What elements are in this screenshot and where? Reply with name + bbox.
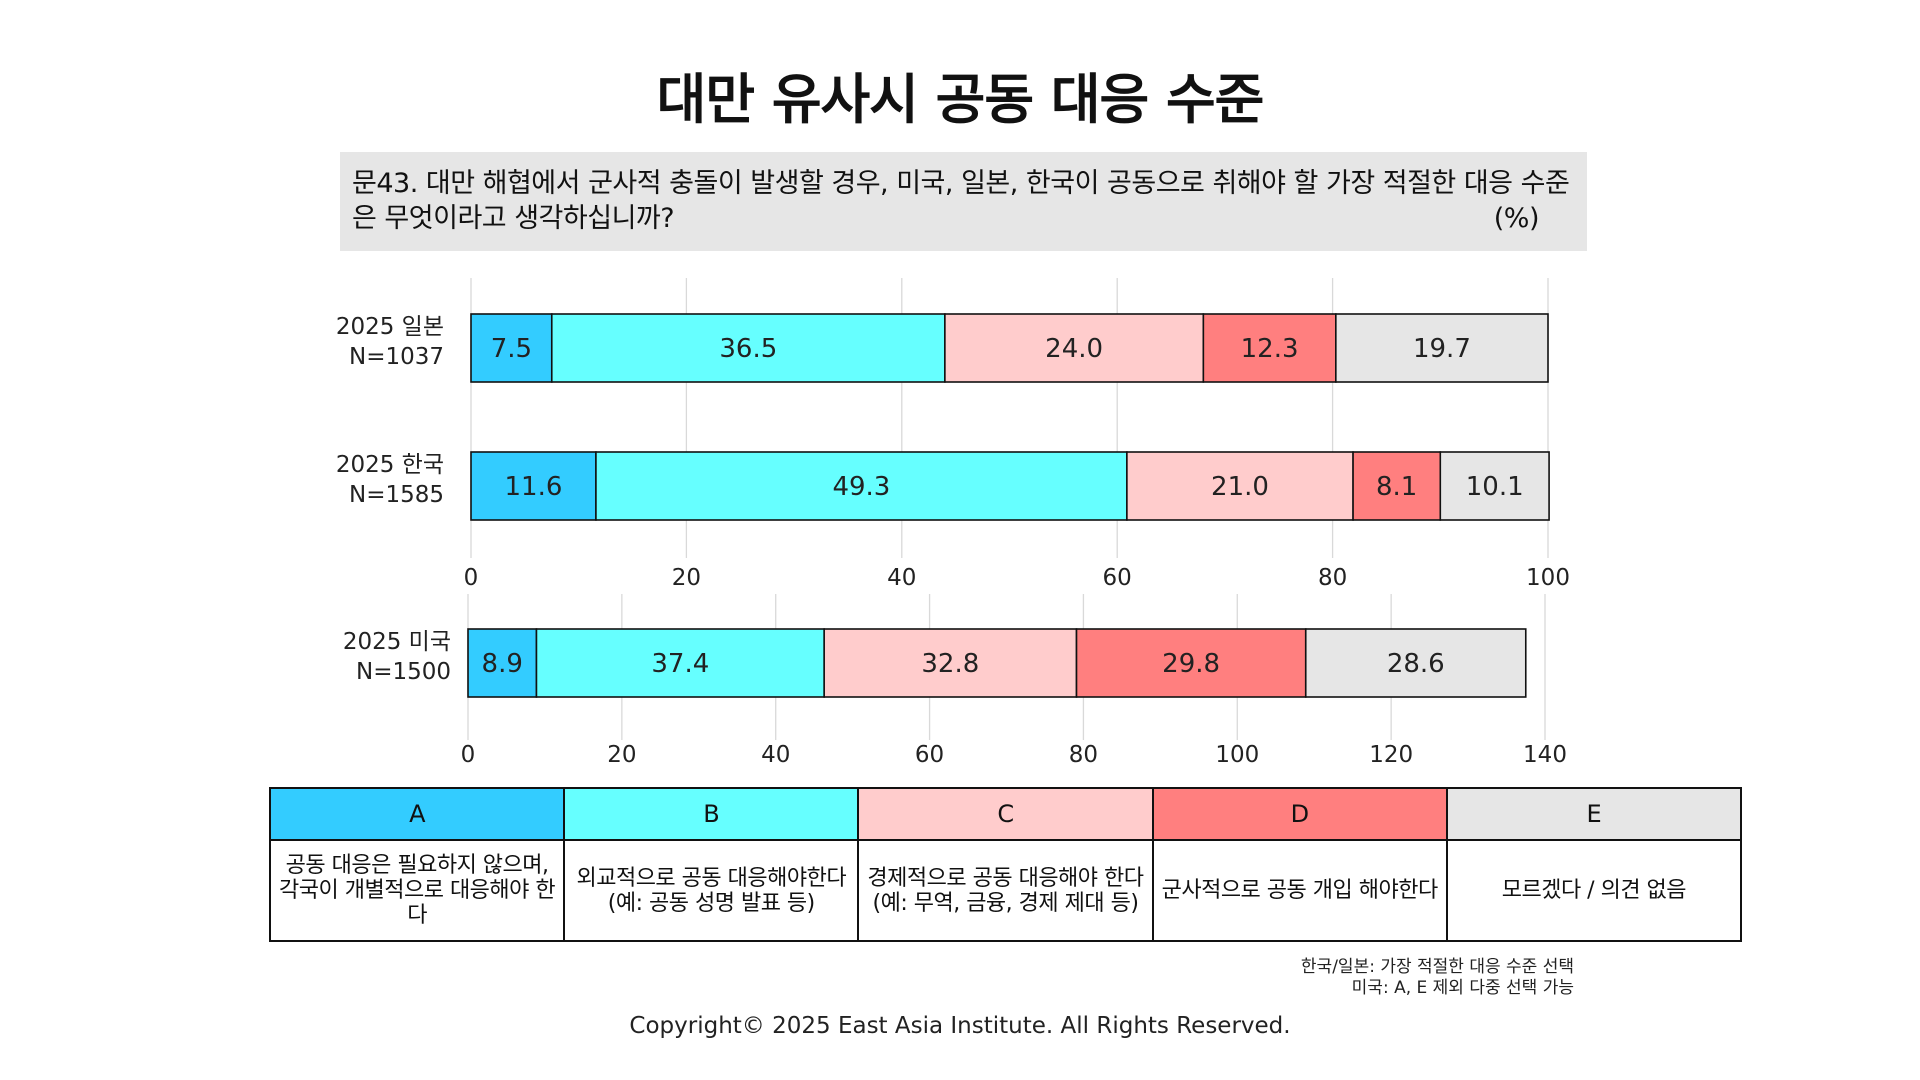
legend-header-d: D bbox=[1151, 787, 1448, 841]
row-label-1-0-0: 2025 미국 bbox=[343, 629, 451, 655]
bar-value-label-0-1-A: 11.6 bbox=[505, 472, 563, 502]
bar-value-label-0-1-E: 10.1 bbox=[1466, 472, 1524, 502]
row-label-0-1-0: 2025 한국 bbox=[336, 452, 444, 478]
question-text: 문43. 대만 해협에서 군사적 충돌이 발생할 경우, 미국, 일본, 한국이… bbox=[352, 168, 1570, 234]
x-tick-label-1-4: 80 bbox=[1069, 742, 1098, 768]
x-tick-label-0-4: 80 bbox=[1318, 565, 1347, 591]
x-tick-label-1-5: 100 bbox=[1215, 742, 1259, 768]
x-tick-label-1-0: 0 bbox=[461, 742, 476, 768]
legend-header-e: E bbox=[1445, 787, 1743, 841]
legend-header-b: B bbox=[563, 787, 860, 841]
bar-value-label-1-0-D: 29.8 bbox=[1162, 649, 1220, 679]
bar-value-label-1-0-C: 32.8 bbox=[921, 649, 979, 679]
bar-segment-0-1-B bbox=[595, 451, 1128, 521]
bar-segment-0-1-E bbox=[1439, 451, 1550, 521]
question-box: 문43. 대만 해협에서 군사적 충돌이 발생할 경우, 미국, 일본, 한국이… bbox=[340, 152, 1587, 251]
x-tick-label-0-2: 40 bbox=[887, 565, 916, 591]
x-tick-label-1-3: 60 bbox=[915, 742, 944, 768]
bar-segment-1-0-E bbox=[1304, 628, 1527, 698]
footnote-korea-japan: 한국/일본: 가장 적절한 대응 수준 선택 bbox=[1300, 957, 1574, 977]
bar-value-label-0-0-A: 7.5 bbox=[491, 334, 532, 364]
bar-segment-0-0-B bbox=[550, 313, 946, 383]
bar-value-label-0-0-B: 36.5 bbox=[719, 334, 777, 364]
row-label-0-0-1: N=1037 bbox=[349, 344, 444, 370]
legend-desc-a: 공동 대응은 필요하지 않으며, 각국이 개별적으로 대응해야 한다 bbox=[268, 839, 566, 942]
bar-segment-1-0-D bbox=[1075, 628, 1307, 698]
bar-value-label-0-1-D: 8.1 bbox=[1376, 472, 1417, 502]
legend-header-c: C bbox=[857, 787, 1154, 841]
bar-value-label-0-0-D: 12.3 bbox=[1241, 334, 1299, 364]
bar-value-label-0-1-B: 49.3 bbox=[832, 472, 890, 502]
bar-segment-0-0-D bbox=[1202, 313, 1337, 383]
x-tick-label-1-7: 140 bbox=[1523, 742, 1567, 768]
legend-table: A B C D E 공동 대응은 필요하지 않으며, 각국이 개별적으로 대응해… bbox=[268, 787, 1743, 942]
x-tick-label-1-6: 120 bbox=[1369, 742, 1413, 768]
bar-value-label-1-0-A: 8.9 bbox=[482, 649, 523, 679]
chart-title: 대만 유사시 공동 대응 수준 bbox=[656, 68, 1265, 131]
bar-value-label-0-1-C: 21.0 bbox=[1211, 472, 1269, 502]
row-label-0-1-1: N=1585 bbox=[349, 482, 444, 508]
x-tick-label-0-3: 60 bbox=[1103, 565, 1132, 591]
footnote-usa: 미국: A, E 제외 다중 선택 가능 bbox=[1351, 978, 1574, 998]
legend-desc-e: 모르겠다 / 의견 없음 bbox=[1445, 839, 1743, 942]
x-tick-label-0-0: 0 bbox=[464, 565, 479, 591]
x-tick-label-1-1: 20 bbox=[607, 742, 636, 768]
bar-segment-0-0-E bbox=[1335, 313, 1549, 383]
bar-segment-1-0-B bbox=[535, 628, 825, 698]
row-label-0-0-0: 2025 일본 bbox=[336, 314, 444, 340]
footnotes: 한국/일본: 가장 적절한 대응 수준 선택 미국: A, E 제외 다중 선택… bbox=[1301, 957, 1574, 999]
legend-desc-c: 경제적으로 공동 대응해야 한다 (예: 무역, 금융, 경제 제대 등) bbox=[857, 839, 1154, 942]
legend-desc-d: 군사적으로 공동 개입 해야한다 bbox=[1151, 839, 1448, 942]
copyright: Copyright© 2025 East Asia Institute. All… bbox=[629, 1013, 1291, 1039]
bar-segment-0-0-C bbox=[944, 313, 1205, 383]
bar-segment-0-0-A bbox=[470, 313, 553, 383]
bar-value-label-1-0-E: 28.6 bbox=[1387, 649, 1445, 679]
bar-value-label-1-0-B: 37.4 bbox=[651, 649, 709, 679]
legend-desc-b: 외교적으로 공동 대응해야한다 (예: 공동 성명 발표 등) bbox=[563, 839, 860, 942]
x-tick-label-0-1: 20 bbox=[672, 565, 701, 591]
unit-label: (%) bbox=[1493, 203, 1540, 234]
bar-value-label-0-0-C: 24.0 bbox=[1045, 334, 1103, 364]
bar-segment-0-1-A bbox=[470, 451, 597, 521]
row-label-1-0-1: N=1500 bbox=[356, 659, 451, 685]
x-tick-label-0-5: 100 bbox=[1526, 565, 1570, 591]
bar-value-label-0-0-E: 19.7 bbox=[1413, 334, 1471, 364]
legend-header-a: A bbox=[268, 787, 566, 841]
x-tick-label-1-2: 40 bbox=[761, 742, 790, 768]
